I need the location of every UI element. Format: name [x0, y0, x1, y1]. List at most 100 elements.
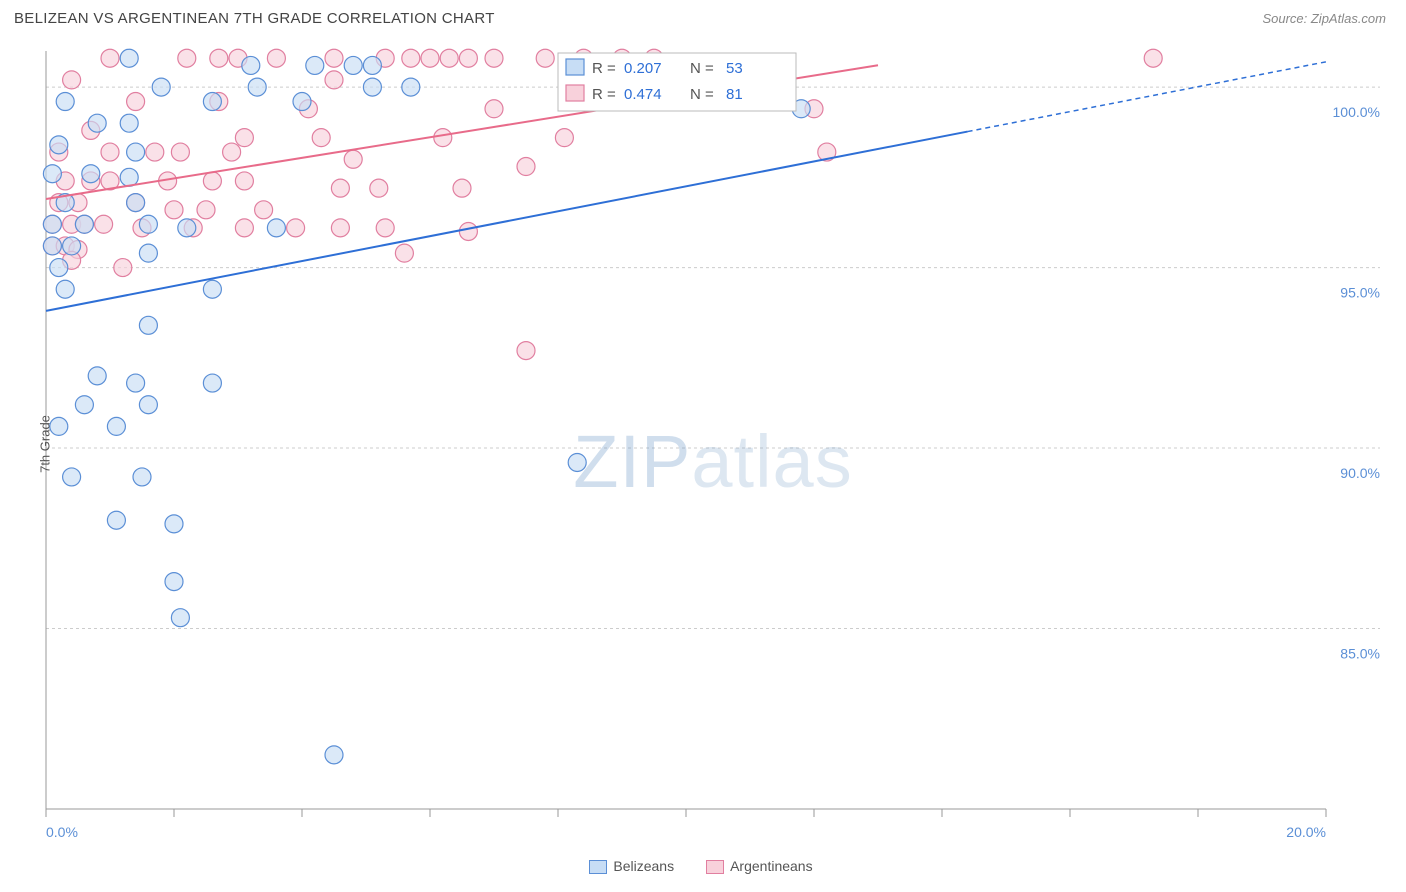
scatter-point: [63, 468, 81, 486]
y-tick-label: 95.0%: [1340, 285, 1380, 301]
scatter-point: [453, 179, 471, 197]
scatter-point: [370, 179, 388, 197]
scatter-point: [114, 259, 132, 277]
scatter-point: [517, 158, 535, 176]
scatter-point: [459, 49, 477, 67]
scatter-point: [82, 165, 100, 183]
legend-swatch: [706, 860, 724, 874]
scatter-point: [50, 259, 68, 277]
scatter-point: [440, 49, 458, 67]
scatter-point: [146, 143, 164, 161]
scatter-point: [120, 49, 138, 67]
scatter-point: [171, 143, 189, 161]
scatter-point: [43, 215, 61, 233]
scatter-point: [312, 129, 330, 147]
scatter-point: [203, 374, 221, 392]
scatter-point: [139, 244, 157, 262]
scatter-point: [56, 93, 74, 111]
scatter-point: [376, 219, 394, 237]
y-axis-label: 7th Grade: [37, 415, 52, 473]
legend-swatch: [566, 85, 584, 101]
legend-swatch: [589, 860, 607, 874]
scatter-point: [63, 237, 81, 255]
scatter-point: [165, 573, 183, 591]
scatter-point: [203, 172, 221, 190]
legend-swatch: [566, 59, 584, 75]
scatter-point: [421, 49, 439, 67]
scatter-point: [395, 244, 413, 262]
trendline-belizeans-extrapolated: [968, 62, 1326, 132]
legend-label: Belizeans: [613, 858, 674, 874]
scatter-point: [287, 219, 305, 237]
scatter-point: [306, 56, 324, 74]
chart-source: Source: ZipAtlas.com: [1262, 11, 1386, 26]
scatter-point: [50, 136, 68, 154]
scatter-point: [88, 114, 106, 132]
scatter-point: [203, 280, 221, 298]
scatter-point: [43, 165, 61, 183]
legend-label: Argentineans: [730, 858, 813, 874]
scatter-point: [517, 342, 535, 360]
scatter-point: [165, 201, 183, 219]
scatter-point: [331, 179, 349, 197]
scatter-point: [50, 417, 68, 435]
scatter-point: [242, 56, 260, 74]
scatter-point: [178, 219, 196, 237]
y-tick-label: 90.0%: [1340, 465, 1380, 481]
y-tick-label: 100.0%: [1333, 104, 1380, 120]
scatter-point: [344, 56, 362, 74]
scatter-point: [331, 219, 349, 237]
scatter-point: [107, 511, 125, 529]
legend-r-value: 0.474: [624, 86, 662, 103]
scatter-point: [127, 93, 145, 111]
scatter-point: [293, 93, 311, 111]
y-tick-label: 85.0%: [1340, 646, 1380, 662]
scatter-point: [402, 78, 420, 96]
scatter-point: [171, 609, 189, 627]
scatter-point: [101, 143, 119, 161]
x-tick-label: 20.0%: [1286, 824, 1326, 840]
scatter-point: [235, 129, 253, 147]
scatter-point: [325, 71, 343, 89]
scatter-point: [139, 215, 157, 233]
scatter-point: [127, 374, 145, 392]
scatter-point: [127, 194, 145, 212]
scatter-point: [568, 453, 586, 471]
scatter-point: [152, 78, 170, 96]
scatter-point: [255, 201, 273, 219]
scatter-point: [267, 49, 285, 67]
scatter-point: [363, 78, 381, 96]
scatter-point: [165, 515, 183, 533]
legend-n-label: N =: [690, 60, 714, 77]
legend-r-label: R =: [592, 86, 616, 103]
scatter-point: [485, 100, 503, 118]
scatter-point: [63, 71, 81, 89]
chart-header: BELIZEAN VS ARGENTINEAN 7TH GRADE CORREL…: [0, 0, 1406, 35]
scatter-point: [139, 316, 157, 334]
legend-n-label: N =: [690, 86, 714, 103]
scatter-point: [133, 468, 151, 486]
scatter-point: [107, 417, 125, 435]
scatter-point: [325, 746, 343, 764]
scatter-point: [536, 49, 554, 67]
scatter-point: [210, 49, 228, 67]
legend-r-label: R =: [592, 60, 616, 77]
legend-n-value: 81: [726, 86, 743, 103]
scatter-point: [101, 49, 119, 67]
legend-n-value: 53: [726, 60, 743, 77]
scatter-point: [223, 143, 241, 161]
scatter-point: [178, 49, 196, 67]
chart-title: BELIZEAN VS ARGENTINEAN 7TH GRADE CORREL…: [14, 10, 495, 27]
scatter-point: [120, 114, 138, 132]
scatter-point: [555, 129, 573, 147]
scatter-point: [95, 215, 113, 233]
x-tick-label: 0.0%: [46, 824, 78, 840]
scatter-chart: 85.0%90.0%95.0%100.0%0.0%20.0%R = 0.207N…: [40, 39, 1386, 849]
scatter-point: [485, 49, 503, 67]
scatter-point: [235, 219, 253, 237]
scatter-point: [459, 222, 477, 240]
scatter-point: [363, 56, 381, 74]
scatter-point: [235, 172, 253, 190]
scatter-point: [139, 396, 157, 414]
scatter-point: [75, 396, 93, 414]
